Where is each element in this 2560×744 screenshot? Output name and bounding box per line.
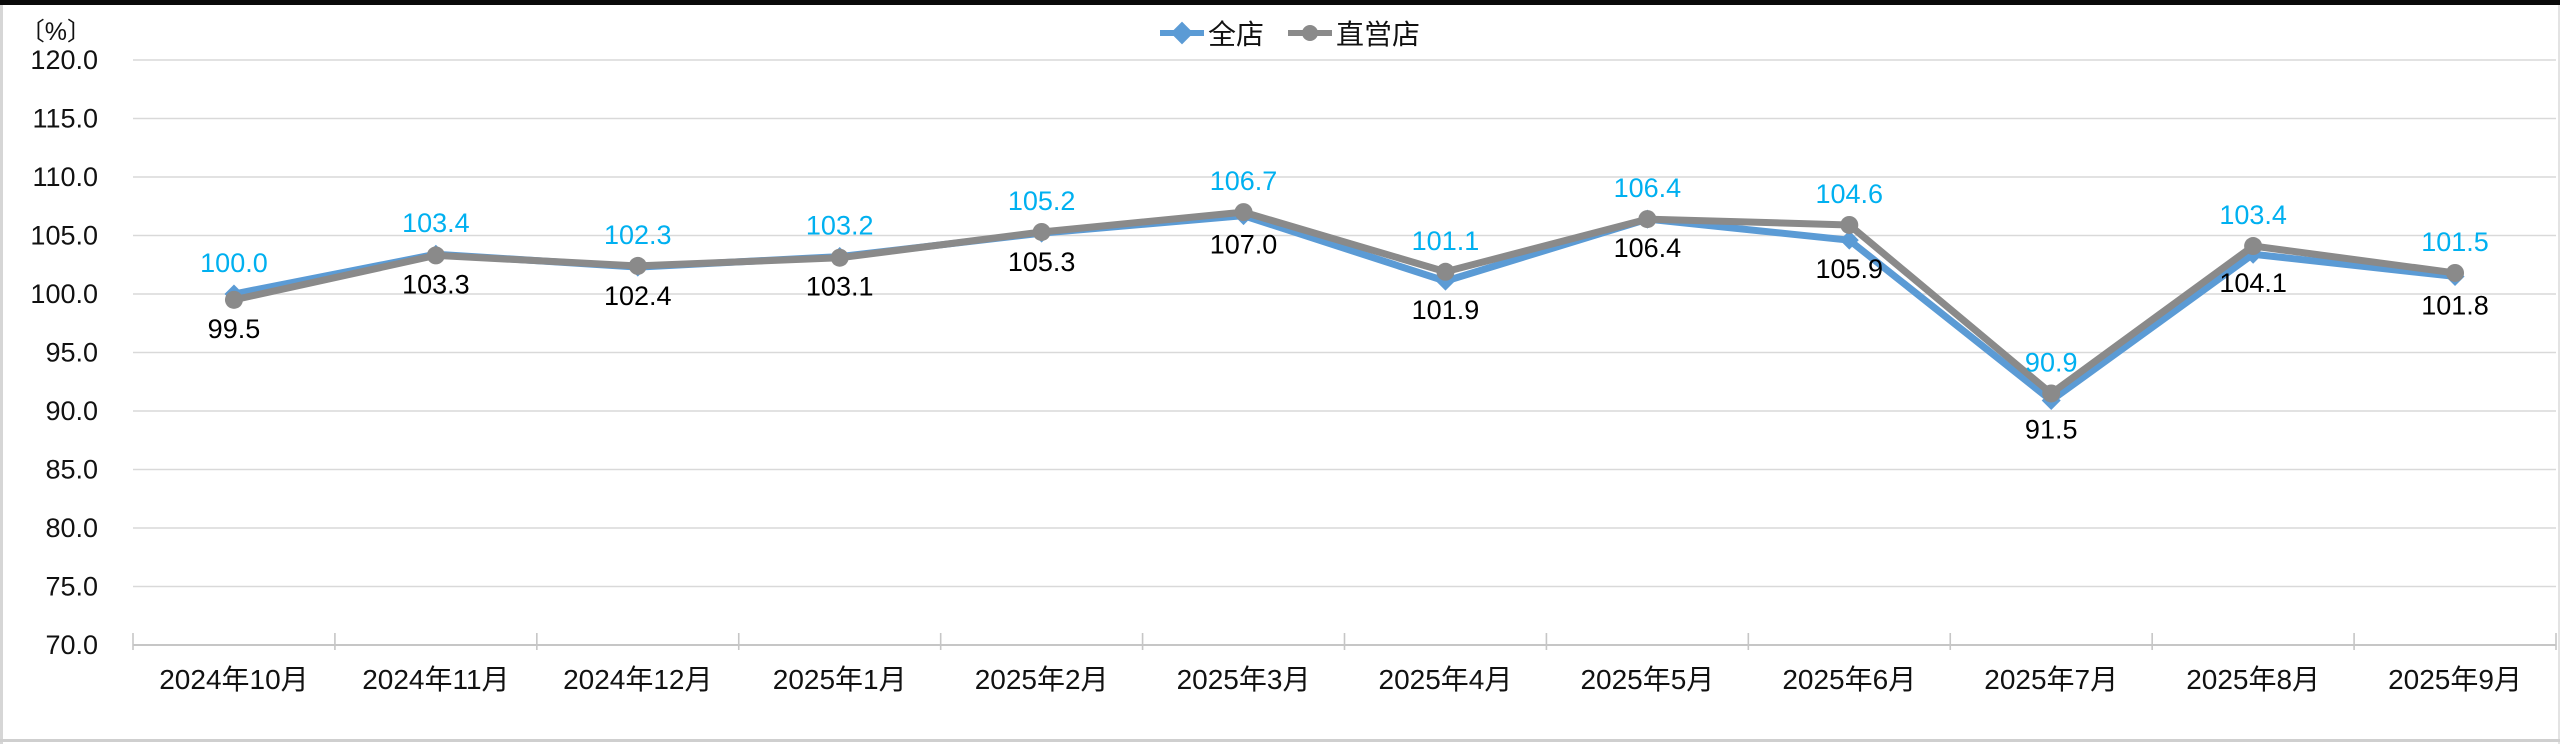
legend-item-direct-stores: 直営店 <box>1288 13 1420 53</box>
data-label-direct-stores: 104.1 <box>2219 268 2287 298</box>
data-label-all-stores: 103.4 <box>2219 200 2287 230</box>
y-axis-tick-label: 75.0 <box>45 572 98 602</box>
data-point-circle <box>830 248 849 267</box>
y-axis-tick-label: 115.0 <box>32 104 98 134</box>
data-label-all-stores: 90.9 <box>2025 347 2078 377</box>
y-axis-tick-label: 90.0 <box>45 396 98 426</box>
data-point-circle <box>1638 210 1657 229</box>
data-label-direct-stores: 103.1 <box>806 272 874 302</box>
data-point-diamond <box>1839 230 1859 250</box>
y-axis-tick-label: 95.0 <box>45 338 98 368</box>
data-point-circle <box>1234 203 1253 222</box>
y-axis-tick-label: 120.0 <box>30 45 98 75</box>
data-point-circle <box>1840 215 1859 234</box>
circle-marker-icon <box>1302 25 1319 41</box>
data-label-all-stores: 102.3 <box>604 220 672 250</box>
y-axis-tick-label: 105.0 <box>30 221 98 251</box>
data-label-all-stores: 105.2 <box>1008 186 1076 216</box>
y-axis-tick-label: 80.0 <box>45 513 98 543</box>
data-label-direct-stores: 107.0 <box>1210 230 1278 260</box>
data-label-all-stores: 103.4 <box>402 208 470 238</box>
y-axis-unit-label: 〔%〕 <box>19 18 92 46</box>
data-label-all-stores: 100.0 <box>200 248 268 278</box>
data-label-direct-stores: 99.5 <box>208 314 261 344</box>
x-axis-category-label: 2025年3月 <box>1177 664 1311 695</box>
data-label-direct-stores: 101.8 <box>2421 290 2489 320</box>
data-point-circle <box>426 246 445 265</box>
y-axis-tick-label: 70.0 <box>45 630 98 660</box>
x-axis-category-label: 2025年7月 <box>1984 664 2118 695</box>
data-label-all-stores: 106.7 <box>1210 166 1278 196</box>
legend-swatch-all-stores <box>1160 18 1204 48</box>
data-label-all-stores: 106.4 <box>1614 173 1682 203</box>
data-label-direct-stores: 101.9 <box>1412 295 1480 325</box>
data-label-all-stores: 101.1 <box>1412 226 1480 256</box>
data-label-direct-stores: 105.3 <box>1008 247 1076 277</box>
x-axis-category-label: 2025年5月 <box>1580 664 1714 695</box>
legend-item-all-stores: 全店 <box>1160 13 1264 53</box>
x-axis-category-label: 2025年8月 <box>2186 664 2320 695</box>
data-point-circle <box>224 290 243 309</box>
data-point-circle <box>2042 384 2061 403</box>
data-point-circle <box>1436 262 1455 281</box>
y-axis-tick-label: 85.0 <box>45 455 98 485</box>
data-label-direct-stores: 91.5 <box>2025 414 2078 444</box>
x-axis-category-label: 2025年9月 <box>2388 664 2522 695</box>
series-line-1 <box>230 208 2459 397</box>
window-right-edge <box>2558 5 2560 744</box>
data-label-all-stores: 101.5 <box>2421 227 2489 257</box>
data-point-circle <box>2446 263 2465 282</box>
x-axis-category-label: 2025年1月 <box>773 664 907 695</box>
data-label-all-stores: 104.6 <box>1816 179 1884 209</box>
data-label-direct-stores: 106.4 <box>1614 233 1682 263</box>
window-top-edge <box>0 0 2560 5</box>
x-axis-category-label: 2025年6月 <box>1782 664 1916 695</box>
data-point-circle <box>2244 237 2263 256</box>
chart-legend: 全店 直営店 <box>1160 13 1420 53</box>
window-left-edge <box>0 5 3 744</box>
x-axis-category-label: 2024年11月 <box>362 664 509 695</box>
data-label-direct-stores: 103.3 <box>402 269 470 299</box>
y-axis-tick-label: 110.0 <box>32 162 98 192</box>
data-label-all-stores: 103.2 <box>806 211 874 241</box>
data-point-circle <box>628 256 647 275</box>
y-axis-tick-label: 100.0 <box>30 279 98 309</box>
data-point-circle <box>1032 222 1051 241</box>
data-label-direct-stores: 102.4 <box>604 281 672 311</box>
x-axis-category-label: 2024年10月 <box>159 664 308 695</box>
legend-label-all-stores: 全店 <box>1208 19 1265 50</box>
window-bottom-edge <box>0 739 2560 742</box>
data-label-direct-stores: 105.9 <box>1816 254 1884 284</box>
x-axis-category-label: 2024年12月 <box>563 664 712 695</box>
legend-label-direct-stores: 直営店 <box>1336 19 1421 50</box>
legend-swatch-direct-stores <box>1288 18 1333 48</box>
x-axis-category-label: 2025年4月 <box>1379 664 1513 695</box>
x-axis-category-label: 2025年2月 <box>975 664 1109 695</box>
